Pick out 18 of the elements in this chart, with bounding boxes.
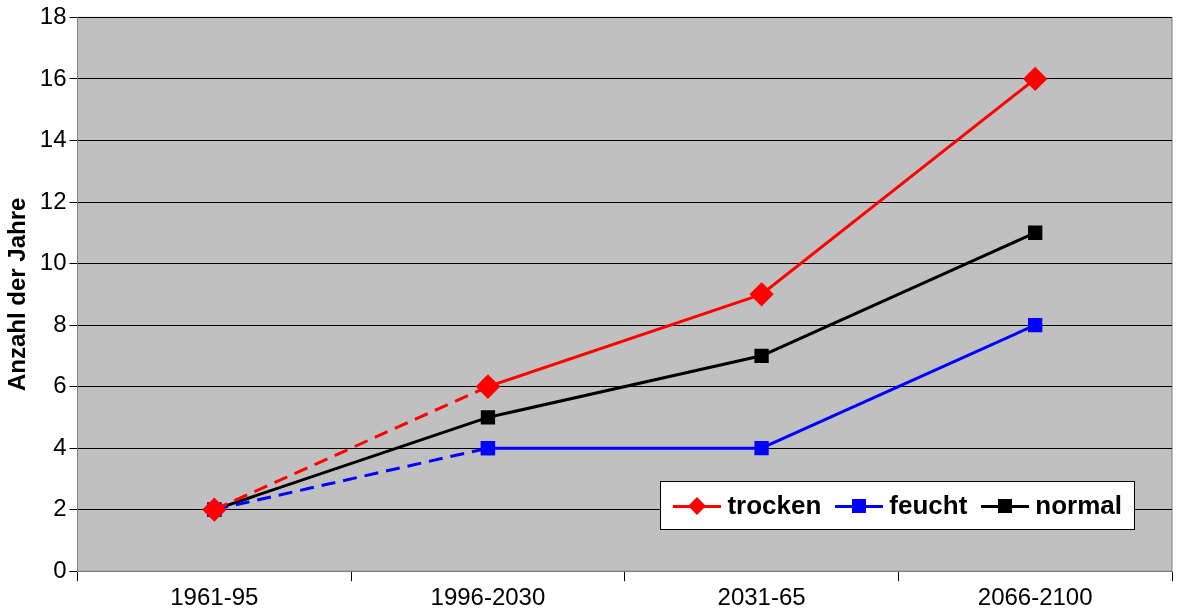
y-tick-label: 12 [39,186,67,214]
legend-label: trocken [727,490,822,521]
y-tick-label: 6 [53,371,67,399]
x-tick-label: 1961-95 [170,583,259,611]
y-tick-label: 16 [39,63,67,91]
y-tick-label: 0 [53,555,67,583]
legend-label: normal [1035,490,1122,521]
y-tick-label: 2 [53,494,67,522]
y-tick-label: 10 [39,248,67,276]
y-axis-title: Anzahl der Jahre [3,197,31,391]
y-tick-label: 8 [53,309,67,337]
y-tick-label: 18 [39,2,67,30]
x-tick-label: 1996-2030 [430,583,546,611]
y-tick-label: 14 [39,125,67,153]
legend-label: feucht [889,490,968,521]
x-tick-label: 2066-2100 [977,583,1093,611]
y-tick-label: 4 [53,432,67,460]
x-tick-label: 2031-65 [717,583,806,611]
